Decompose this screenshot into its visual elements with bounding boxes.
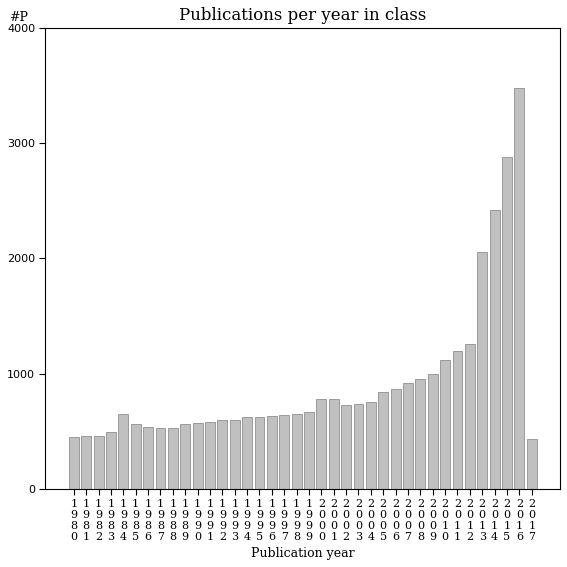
Bar xyxy=(514,88,524,489)
Bar xyxy=(255,417,264,489)
Bar xyxy=(341,405,351,489)
Bar xyxy=(502,157,512,489)
Bar xyxy=(490,210,500,489)
Bar xyxy=(205,422,215,489)
Bar xyxy=(316,399,326,489)
Bar xyxy=(403,383,413,489)
Bar xyxy=(193,423,202,489)
Bar xyxy=(527,439,537,489)
Bar xyxy=(94,435,104,489)
Bar xyxy=(155,428,166,489)
Bar xyxy=(242,417,252,489)
Bar xyxy=(217,420,227,489)
Bar xyxy=(230,420,240,489)
Bar xyxy=(428,374,438,489)
Bar xyxy=(168,428,178,489)
Bar xyxy=(440,360,450,489)
Bar xyxy=(304,412,314,489)
Bar xyxy=(416,379,425,489)
Bar xyxy=(143,426,153,489)
Bar xyxy=(119,414,128,489)
Bar xyxy=(353,404,363,489)
Bar xyxy=(329,399,338,489)
X-axis label: Publication year: Publication year xyxy=(251,547,354,560)
Bar xyxy=(69,437,79,489)
Bar xyxy=(391,388,400,489)
Bar xyxy=(378,392,388,489)
Text: #P: #P xyxy=(10,11,28,24)
Bar xyxy=(131,424,141,489)
Bar xyxy=(180,424,190,489)
Bar xyxy=(366,403,376,489)
Bar xyxy=(465,344,475,489)
Bar xyxy=(280,415,289,489)
Bar xyxy=(477,252,487,489)
Bar xyxy=(267,416,277,489)
Title: Publications per year in class: Publications per year in class xyxy=(179,7,426,24)
Bar xyxy=(452,350,463,489)
Bar xyxy=(291,414,302,489)
Bar xyxy=(81,435,91,489)
Bar xyxy=(106,432,116,489)
